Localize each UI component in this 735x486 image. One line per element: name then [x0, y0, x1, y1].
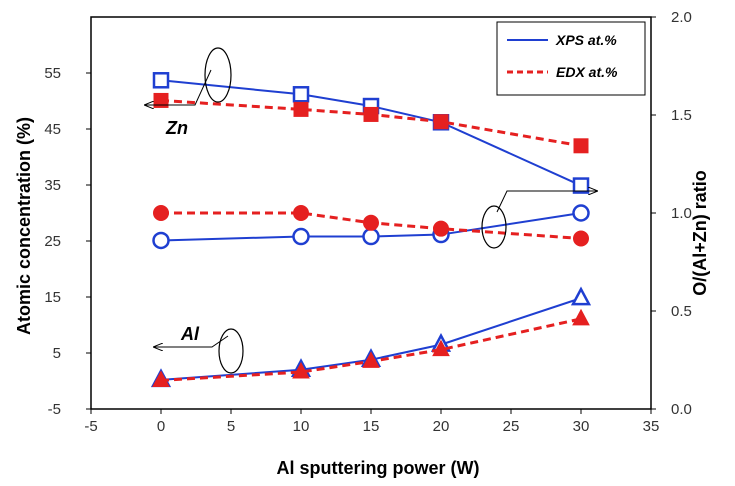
- data-point-xps: [292, 86, 310, 103]
- al-label: Al: [180, 324, 200, 344]
- legend-box: [496, 21, 646, 96]
- y2-axis-title: O/(Al+Zn) ratio: [690, 170, 710, 296]
- x-tick-label: 5: [227, 418, 235, 435]
- data-point-edx: [573, 138, 589, 154]
- data-point-xps: [572, 204, 590, 222]
- al-arrow: [154, 335, 229, 347]
- x-tick-label: 25: [503, 418, 520, 435]
- data-point-edx: [573, 230, 589, 247]
- y-tick-label: 25: [44, 233, 61, 250]
- x-tick-label: -5: [84, 418, 97, 435]
- data-point-edx: [433, 220, 449, 237]
- y2-tick-label: 1.5: [671, 107, 692, 124]
- y2-tick-label: 1.0: [671, 205, 692, 222]
- x-axis-title: Al sputtering power (W): [277, 458, 480, 478]
- ratio-ellipse: [481, 205, 507, 249]
- x-tick-label: 15: [363, 418, 380, 435]
- data-point-edx: [363, 214, 379, 231]
- data-point-edx: [362, 351, 380, 368]
- y-tick-label: 35: [44, 177, 61, 194]
- data-point-edx: [153, 205, 169, 221]
- annotation-layer: Zn Al: [145, 47, 597, 374]
- y-tick-label: 5: [53, 345, 61, 362]
- al-ellipse: [218, 328, 244, 374]
- y-tick-label: 55: [44, 65, 61, 82]
- data-point-edx: [293, 101, 309, 117]
- legend-xps-label: XPS at.%: [555, 32, 617, 48]
- data-point-edx: [363, 106, 379, 122]
- y-axis-title: Atomic concentration (%): [14, 117, 34, 335]
- zn-label: Zn: [165, 118, 188, 138]
- data-point-xps: [362, 227, 380, 246]
- data-point-xps: [570, 286, 592, 306]
- series-layer: [150, 72, 592, 388]
- x-tick-label: 20: [433, 418, 450, 435]
- axis-ticks: -5 0 5 10 15 20 25 30 35 -5 5 15 25 35 45 55 0.0 0.5 1.0 1.…: [44, 9, 692, 435]
- zn-ellipse: [204, 47, 232, 103]
- data-point-edx: [432, 339, 450, 357]
- data-point-edx: [152, 370, 170, 387]
- y-tick-label: 45: [44, 121, 61, 138]
- data-point-edx: [572, 308, 590, 326]
- x-tick-label: 30: [573, 418, 590, 435]
- x-tick-label: 35: [643, 418, 660, 435]
- data-point-xps: [292, 227, 310, 246]
- y-tick-label: -5: [48, 401, 61, 418]
- data-point-edx: [433, 114, 449, 130]
- legend-edx-label: EDX at.%: [556, 64, 618, 80]
- y-tick-label: 15: [44, 289, 61, 306]
- x-tick-label: 0: [157, 418, 165, 435]
- data-point-xps: [152, 72, 170, 89]
- y2-tick-label: 0.0: [671, 401, 692, 418]
- data-point-edx: [292, 361, 310, 379]
- y2-tick-label: 2.0: [671, 9, 692, 26]
- zn-arrow: [145, 69, 212, 105]
- data-point-edx: [293, 205, 309, 221]
- ratio-arrow: [496, 191, 597, 213]
- data-point-edx: [153, 92, 169, 108]
- legend: XPS at.% EDX at.%: [496, 21, 646, 96]
- data-point-xps: [572, 177, 590, 194]
- y2-tick-label: 0.5: [671, 303, 692, 320]
- data-point-xps: [152, 231, 170, 250]
- x-tick-label: 10: [293, 418, 310, 435]
